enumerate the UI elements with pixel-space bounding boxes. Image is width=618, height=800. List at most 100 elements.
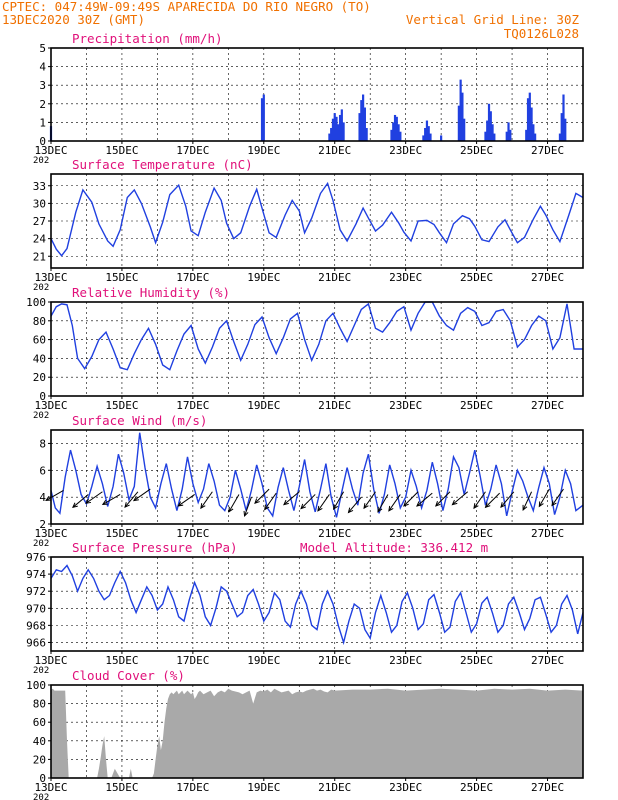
wind-arrow-shaft xyxy=(300,494,316,509)
wind-arrow-head xyxy=(243,510,249,518)
precip-bar xyxy=(365,127,368,141)
wind-arrow xyxy=(388,494,401,512)
precip-bar xyxy=(392,122,395,141)
x-tick-label: 13DEC xyxy=(34,654,67,667)
x-tick-label: 27DEC xyxy=(531,527,564,540)
x-tick-label: 19DEC xyxy=(247,271,280,284)
precip-bar xyxy=(422,135,425,141)
wind-arrow xyxy=(500,491,515,508)
wind-arrow-shaft xyxy=(416,492,433,507)
wind-arrow xyxy=(85,491,103,504)
wind-arrow xyxy=(283,491,300,506)
y-tick-label: 8 xyxy=(39,437,46,450)
y-tick-label: 4 xyxy=(39,61,46,74)
wind-arrow-shaft xyxy=(133,488,151,501)
panel-frame xyxy=(50,684,584,779)
wind-arrow-shaft xyxy=(403,491,419,507)
precip-bar xyxy=(528,92,531,141)
wind-arrow xyxy=(522,491,533,511)
wind-arrow xyxy=(254,488,270,505)
y-tick-label: 972 xyxy=(26,585,46,598)
precip-bar xyxy=(459,79,462,141)
x-tick-label: 23DEC xyxy=(389,144,422,157)
precip-bar xyxy=(491,124,494,141)
wind-arrow xyxy=(300,494,316,510)
wind-arrow xyxy=(403,491,419,507)
precip-bar xyxy=(342,122,345,141)
precip-bar xyxy=(397,124,400,141)
panel-frame xyxy=(50,301,584,397)
precip-bar xyxy=(558,133,562,141)
wind-arrow xyxy=(538,488,550,508)
x-tick-label: 21DEC xyxy=(318,654,351,667)
panels: 0 1 2 3 4 5 13DEC 15DEC 17DEC 19DEC 21DEC 23DEC 25DE… xyxy=(26,31,584,800)
x-tick-label: 17DEC xyxy=(176,271,209,284)
wind-arrow-shaft xyxy=(85,491,103,504)
x-tick-label: 13DEC xyxy=(34,399,67,412)
precip-bar xyxy=(457,105,460,141)
x-year-label: 202 xyxy=(33,793,49,800)
y-tick-label: 21 xyxy=(33,250,46,263)
wind-arrow xyxy=(177,494,195,507)
wind-arrow-shaft xyxy=(228,494,240,513)
wind-arrow-head xyxy=(45,496,52,502)
x-tick-label: 23DEC xyxy=(389,271,422,284)
wind-arrow-shaft xyxy=(551,488,564,506)
y-tick-label: 100 xyxy=(26,296,46,309)
x-tick-label: 21DEC xyxy=(318,527,351,540)
wind-arrow-shaft xyxy=(522,491,533,511)
temperature-line xyxy=(50,181,584,257)
x-tick-label: 25DEC xyxy=(460,271,493,284)
wind-arrow-shaft xyxy=(283,491,300,506)
wind-arrow-head xyxy=(124,502,130,508)
precip-bar xyxy=(333,113,336,141)
precip-bar xyxy=(335,116,338,141)
y-tick-label: 40 xyxy=(33,352,46,365)
x-tick-label: 23DEC xyxy=(389,399,422,412)
x-tick-label: 27DEC xyxy=(531,399,564,412)
panel-frame xyxy=(50,429,584,525)
wind-arrow xyxy=(264,492,277,511)
wind-arrow-shaft xyxy=(264,492,277,510)
x-tick-label: 15DEC xyxy=(105,271,138,284)
wind-arrow-head xyxy=(347,507,354,514)
wind-line xyxy=(50,432,584,518)
precip-bar xyxy=(525,129,528,141)
wind-arrow-head xyxy=(451,499,458,506)
x-tick-label: 13DEC xyxy=(34,144,67,157)
wind-arrow-shaft xyxy=(317,494,330,512)
x-tick-label: 27DEC xyxy=(531,654,564,667)
precip-bar xyxy=(507,122,510,141)
precip-bar xyxy=(526,98,530,141)
x-tick-label: 21DEC xyxy=(318,144,351,157)
humidity-line xyxy=(50,301,583,371)
wind-arrow-head xyxy=(177,501,184,507)
wind-arrow-shaft xyxy=(348,496,362,513)
wind-arrow-head xyxy=(403,501,409,507)
x-tick-label: 13DEC xyxy=(34,271,67,284)
panel-title: Surface Pressure (hPa) xyxy=(72,540,238,555)
x-tick-label: 25DEC xyxy=(460,654,493,667)
precip-bar xyxy=(395,116,398,141)
x-tick-label: 19DEC xyxy=(247,144,280,157)
y-tick-label: 4 xyxy=(39,491,46,504)
precip-bar xyxy=(560,113,563,141)
precip-bar xyxy=(340,109,343,141)
precip-bar xyxy=(337,124,340,141)
wind-arrow xyxy=(228,494,240,513)
y-tick-label: 80 xyxy=(33,698,46,711)
x-tick-label: 15DEC xyxy=(105,781,138,794)
x-tick-label: 13DEC xyxy=(34,781,67,794)
wind-arrow-head xyxy=(363,503,369,510)
precip-bar xyxy=(393,114,397,141)
panel-humidity: 0 20 40 60 80 100 13DEC 15DEC 17DEC 19DEC 21DEC 23D… xyxy=(26,285,584,421)
y-tick-label: 27 xyxy=(33,215,46,228)
precip-bar xyxy=(429,133,432,141)
wind-arrow-head xyxy=(264,504,270,511)
precip-bar xyxy=(564,118,567,141)
panel-pressure: 966 968 970 972 974 976 13DEC 15DEC 17DEC 19DEC 21… xyxy=(26,540,584,676)
wind-arrow-head xyxy=(551,500,557,507)
wind-arrow xyxy=(72,494,89,509)
wind-arrow-head xyxy=(538,501,544,508)
x-tick-label: 27DEC xyxy=(531,144,564,157)
